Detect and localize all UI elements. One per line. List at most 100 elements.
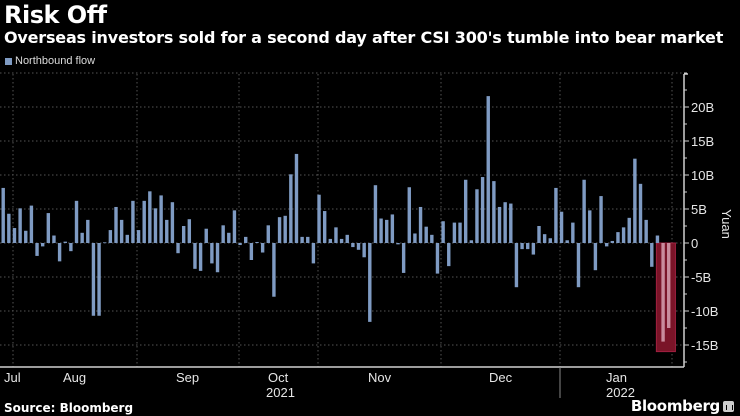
chart-subtitle: Overseas investors sold for a second day… <box>4 28 724 47</box>
bar <box>232 210 237 243</box>
bar <box>260 243 265 253</box>
bar <box>74 200 79 243</box>
bar <box>390 214 395 243</box>
bar <box>136 230 141 243</box>
y-tick-label: -5B <box>691 270 711 285</box>
bar <box>616 232 620 243</box>
bar <box>537 226 541 243</box>
bar <box>306 236 310 243</box>
bar <box>492 181 496 243</box>
bar <box>424 226 428 243</box>
bar <box>131 200 135 243</box>
bar <box>503 202 507 243</box>
bar <box>644 219 648 243</box>
bar <box>193 243 197 269</box>
bar <box>559 211 564 243</box>
x-tick-label: Jul <box>4 370 21 385</box>
bar <box>548 238 552 243</box>
x-tick-label: Oct <box>268 370 289 385</box>
bar <box>396 243 400 245</box>
bar <box>650 243 654 267</box>
bar <box>667 243 671 328</box>
bar <box>610 240 615 243</box>
bar <box>514 243 519 288</box>
bar <box>339 238 344 243</box>
bar <box>368 243 372 322</box>
bar <box>627 217 631 243</box>
bar <box>294 153 299 243</box>
y-tick-label: -15B <box>691 338 718 353</box>
bar <box>249 243 254 260</box>
highlight-region <box>655 242 676 353</box>
bar <box>52 235 56 243</box>
legend-label: Northbound flow <box>15 55 96 67</box>
bar <box>277 217 282 243</box>
bar <box>633 158 637 243</box>
axes <box>0 72 688 368</box>
bar <box>373 185 378 243</box>
bar <box>655 235 660 243</box>
bar <box>520 243 524 250</box>
bar <box>108 230 113 243</box>
gridlines <box>0 72 684 367</box>
bar <box>57 243 62 262</box>
legend: Northbound flow <box>5 55 95 67</box>
bar <box>322 211 327 243</box>
bar <box>334 227 338 243</box>
bar <box>103 242 107 244</box>
bar <box>452 222 457 243</box>
bar <box>210 243 214 264</box>
x-tick-label: Nov <box>368 370 392 385</box>
bar <box>125 234 129 243</box>
bar <box>1 187 5 243</box>
bar <box>447 243 451 267</box>
bar <box>576 243 581 288</box>
bar <box>238 243 242 246</box>
bar <box>97 243 101 316</box>
y-tick-label: 20B <box>691 100 714 115</box>
bar <box>46 213 51 243</box>
bar <box>661 243 665 342</box>
bar <box>509 203 513 243</box>
bar <box>526 243 530 250</box>
bar <box>430 234 434 243</box>
bar <box>638 183 643 243</box>
bar <box>165 219 169 243</box>
bar <box>153 208 158 243</box>
y-tick-label: -10B <box>691 304 718 319</box>
bar <box>86 219 90 243</box>
bar <box>18 208 22 243</box>
bar <box>531 243 536 255</box>
bar <box>40 243 45 247</box>
bar <box>604 243 609 247</box>
bar <box>142 200 146 243</box>
bar <box>345 234 349 243</box>
bar <box>588 210 592 243</box>
bar <box>317 194 321 243</box>
x-ticks: Jul Aug Sep Oct Nov Dec Jan 2021 2022 <box>4 367 635 400</box>
bar <box>69 243 73 252</box>
x-tick-label: Dec <box>489 370 513 385</box>
bar <box>300 236 304 243</box>
bar <box>272 243 276 297</box>
bar <box>119 219 124 243</box>
bar <box>227 232 231 243</box>
bar <box>469 240 474 243</box>
bar <box>441 221 445 243</box>
bar <box>356 243 361 250</box>
bar <box>599 196 603 243</box>
bar <box>170 202 175 243</box>
bar <box>480 177 485 243</box>
y-ticks: 20B 15B 10B 5B 0 -5B -10B -15B <box>684 100 718 353</box>
bar <box>458 222 462 243</box>
x-tick-label: Aug <box>63 370 86 385</box>
bar <box>435 243 440 274</box>
bar <box>255 241 259 243</box>
highlight-box <box>655 242 676 353</box>
bar <box>181 226 186 243</box>
bar <box>266 225 270 243</box>
bloomberg-logo: Bloomberg <box>630 397 720 415</box>
bar <box>198 243 203 271</box>
bar <box>486 96 490 244</box>
